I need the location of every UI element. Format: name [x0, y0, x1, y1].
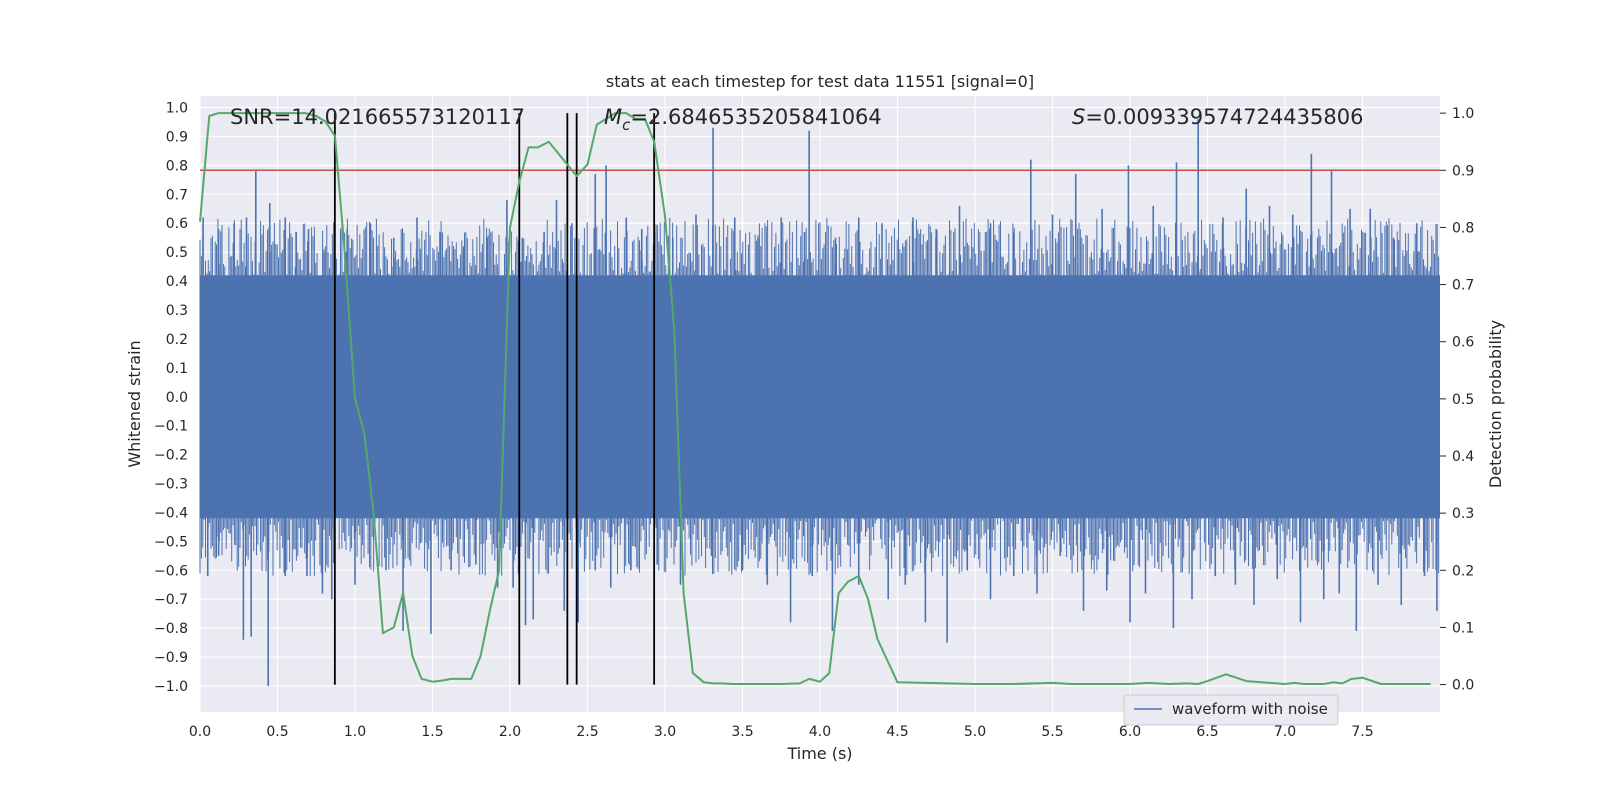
x-tick-label: 4.0	[809, 724, 831, 740]
probability-line	[199, 112, 1431, 685]
right-tick-label: 0.3	[1452, 506, 1474, 522]
x-tick-label: 2.0	[499, 724, 521, 740]
right-tick-label: 0.6	[1452, 335, 1474, 351]
s-symbol: S	[1072, 105, 1085, 129]
left-tick-label: −0.1	[154, 419, 188, 435]
s-annotation: S=0.009339574724435806	[1072, 105, 1363, 129]
left-tick-label: 0.2	[166, 332, 188, 348]
x-tick-label: 6.0	[1119, 724, 1141, 740]
x-tick-label: 7.5	[1351, 724, 1373, 740]
left-tick-label: −1.0	[154, 679, 188, 695]
chirp-mass-annotation: Mc=2.6846535205841064	[604, 105, 882, 134]
left-tick-label: 0.9	[166, 129, 188, 145]
chirp-mass-symbol: M	[604, 105, 622, 129]
left-tick-label: −0.7	[154, 592, 188, 608]
chirp-mass-value: =2.6846535205841064	[630, 105, 881, 129]
left-tick-label: −0.5	[154, 534, 188, 550]
left-tick-label: −0.4	[154, 505, 188, 521]
x-tick-label: 1.0	[344, 724, 366, 740]
left-tick-label: −0.2	[154, 448, 188, 464]
left-tick-label: 0.1	[166, 361, 188, 377]
left-tick-label: 0.4	[166, 274, 188, 290]
legend-box	[1123, 694, 1339, 726]
x-tick-label: 3.5	[731, 724, 753, 740]
left-tick-label: −0.3	[154, 477, 188, 493]
x-tick-label: 5.0	[964, 724, 986, 740]
left-tick-label: 0.7	[166, 187, 188, 203]
right-axis-label: Detection probability	[1486, 320, 1505, 488]
right-tick-label: 0.7	[1452, 278, 1474, 294]
right-tick-label: 0.1	[1452, 620, 1474, 636]
x-tick-label: 0.5	[266, 724, 288, 740]
x-tick-label: 6.5	[1196, 724, 1218, 740]
left-tick-label: 0.3	[166, 303, 188, 319]
right-tick-label: 0.0	[1452, 678, 1474, 694]
chart-title: stats at each timestep for test data 115…	[606, 72, 1034, 91]
probability-series	[199, 112, 1431, 685]
x-tick-label: 3.0	[654, 724, 676, 740]
right-tick-label: 0.5	[1452, 392, 1474, 408]
x-tick-label: 2.5	[576, 724, 598, 740]
left-axis-ticks: 1.0 0.9 0.8 0.7 0.6 0.5 0.4 0.3 0.2 0.1 0.0 −0.1 −0.…	[154, 101, 188, 695]
x-axis-ticks: 0.0 0.5 1.0 1.5 2.0 2.5 3.0 3.5 4.0 4.5 5.0 5.5 6.0 6…	[189, 724, 1374, 740]
left-tick-label: 0.6	[166, 216, 188, 232]
left-tick-label: 1.0	[166, 101, 188, 117]
x-tick-label: 4.5	[886, 724, 908, 740]
left-tick-label: −0.9	[154, 650, 188, 666]
left-axis-label: Whitened strain	[125, 340, 144, 467]
left-tick-label: −0.6	[154, 563, 188, 579]
right-axis-ticks: 1.0 0.9 0.8 0.7 0.6 0.5 0.4 0.3 0.2 0.1 0.0	[1440, 106, 1474, 694]
left-tick-label: −0.8	[154, 621, 188, 637]
right-tick-label: 0.4	[1452, 449, 1474, 465]
right-tick-label: 0.8	[1452, 220, 1474, 236]
chirp-mass-subscript: c	[622, 116, 631, 134]
x-axis-label: Time (s)	[786, 744, 852, 763]
left-tick-label: 0.5	[166, 245, 188, 261]
left-tick-label: 0.0	[166, 390, 188, 406]
right-tick-label: 0.2	[1452, 563, 1474, 579]
s-value: =0.009339574724435806	[1085, 105, 1363, 129]
x-tick-label: 0.0	[189, 724, 211, 740]
x-tick-label: 5.5	[1041, 724, 1063, 740]
x-tick-label: 7.0	[1274, 724, 1296, 740]
x-tick-label: 1.5	[421, 724, 443, 740]
right-tick-label: 1.0	[1452, 106, 1474, 122]
waveform-series	[199, 119, 1440, 686]
legend-label: waveform with noise	[1172, 700, 1328, 718]
legend: waveform with noise	[1123, 694, 1339, 726]
right-tick-label: 0.9	[1452, 163, 1474, 179]
waveform-fill-spikes	[199, 217, 1440, 576]
vertical-markers	[333, 113, 656, 685]
left-tick-label: 0.8	[166, 158, 188, 174]
snr-annotation: SNR=14.021665573120117	[230, 105, 525, 129]
